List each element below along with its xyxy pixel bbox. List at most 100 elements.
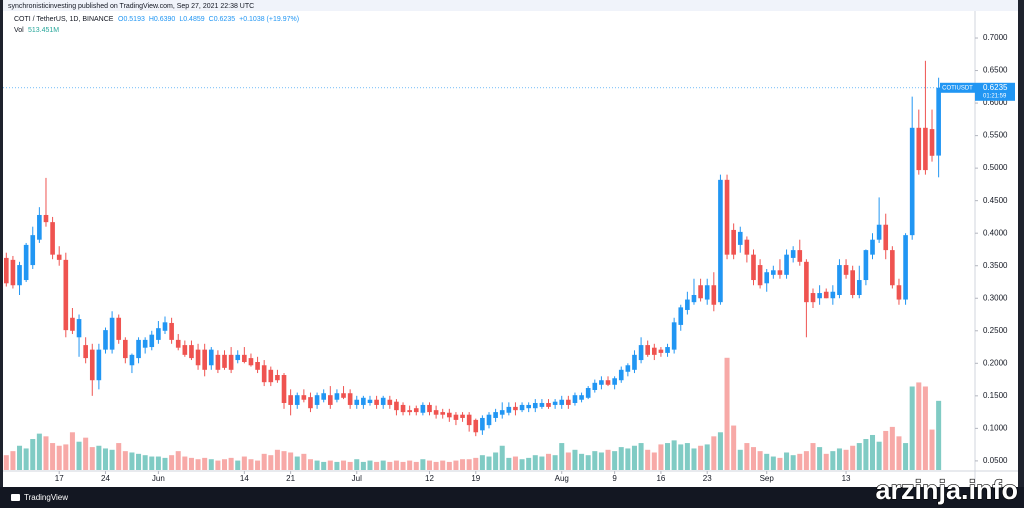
candle-body: [665, 347, 670, 353]
candle-body: [843, 265, 849, 275]
legend-value: H0.6390: [149, 16, 176, 23]
candle-body: [638, 345, 644, 361]
candle-body: [870, 239, 875, 255]
volume-bar: [552, 455, 558, 470]
volume-bar: [797, 453, 803, 470]
candle-body: [17, 265, 22, 286]
volume-bar: [684, 443, 690, 470]
volume-bar: [486, 456, 492, 470]
volume-bar: [889, 426, 895, 470]
y-tick-label: 0.5000: [983, 163, 1008, 172]
volume-bar: [836, 448, 842, 470]
candle-layer: [3, 60, 941, 437]
volume-bar: [936, 400, 942, 470]
candle-body: [248, 358, 254, 366]
legend-value: +0.1038 (+19.97%): [239, 16, 299, 23]
candle-body: [804, 261, 809, 303]
volume-bar: [182, 456, 188, 470]
candle-body: [579, 395, 584, 400]
candle-body: [466, 414, 472, 426]
candle-body: [327, 395, 333, 405]
volume-bar: [50, 443, 56, 470]
volume-bar: [149, 456, 155, 470]
candle-body: [427, 404, 432, 413]
volume-bar: [3, 455, 9, 470]
volume-bar: [321, 461, 327, 470]
candle-body: [63, 259, 69, 331]
candle-body: [936, 87, 941, 156]
candle-body: [592, 382, 598, 390]
candle-body: [195, 349, 201, 366]
y-tick-label: 0.3000: [983, 293, 1008, 302]
volume-bar: [598, 452, 604, 470]
candle-body: [242, 354, 247, 363]
candle-body: [275, 375, 280, 381]
volume-bar: [10, 451, 16, 470]
volume-bar: [188, 457, 194, 470]
volume-bar: [347, 461, 353, 470]
candle-body: [876, 224, 882, 240]
candle-body: [790, 250, 796, 258]
volume-bar: [446, 461, 452, 470]
volume-bar: [202, 457, 208, 470]
candle-body: [347, 393, 353, 405]
volume-bar: [737, 449, 743, 470]
ohlc-legend: O0.5193 H0.6390 L0.4859 C0.6235 +0.1038 (+19…: [118, 16, 299, 23]
candle-body: [308, 397, 313, 409]
candle-body: [506, 406, 512, 413]
candle-body: [777, 270, 783, 275]
volume-bar: [790, 455, 796, 470]
candle-body: [546, 402, 551, 407]
candle-body: [321, 393, 327, 400]
candle-body: [685, 299, 690, 310]
volume-bar: [102, 448, 109, 470]
candle-body: [56, 254, 62, 260]
volume-title: Vol: [14, 27, 24, 34]
last-price-box: [975, 82, 1015, 101]
volume-bar: [89, 447, 95, 470]
volume-bar: [519, 459, 525, 470]
candle-body: [341, 393, 346, 398]
volume-bar: [341, 460, 347, 470]
volume-bar: [221, 459, 228, 470]
symbol-tag: COTIUSDT: [942, 85, 973, 91]
volume-bar: [559, 443, 565, 470]
candle-body: [903, 235, 908, 300]
volume-bar: [63, 444, 69, 470]
volume-bar: [883, 430, 889, 470]
volume-layer: [3, 357, 942, 470]
x-tick-label: 19: [471, 474, 480, 483]
volume-bar: [314, 460, 320, 470]
x-tick-label: 16: [656, 474, 665, 483]
candle-body: [691, 294, 697, 303]
candle-body: [890, 250, 895, 286]
volume-bar: [473, 457, 479, 470]
volume-bar: [261, 453, 267, 470]
y-tick-label: 0.3500: [983, 261, 1008, 270]
volume-bar: [56, 445, 62, 470]
volume-bar: [579, 453, 585, 470]
candle-body: [3, 257, 9, 284]
candle-body: [539, 402, 545, 407]
volume-bar: [466, 459, 472, 470]
candle-body: [513, 406, 518, 411]
x-tick-label: 21: [286, 474, 295, 483]
volume-bar: [228, 457, 234, 470]
volume-bar: [711, 436, 717, 470]
volume-bar: [876, 441, 882, 470]
candle-body: [136, 339, 141, 359]
watermark: arzinja.info: [875, 475, 1018, 505]
volume-bar: [23, 448, 29, 470]
volume-bar: [645, 449, 651, 470]
volume-bar: [612, 451, 618, 470]
candle-body: [744, 239, 750, 255]
volume-bar: [400, 461, 406, 470]
candle-body: [678, 307, 684, 325]
candle-body: [208, 349, 214, 366]
candle-body: [374, 399, 379, 405]
legend-value: C0.6235: [209, 16, 236, 23]
volume-bar: [704, 444, 710, 470]
volume-bar: [698, 445, 704, 470]
candle-body: [929, 129, 935, 156]
candle-body: [367, 399, 373, 403]
